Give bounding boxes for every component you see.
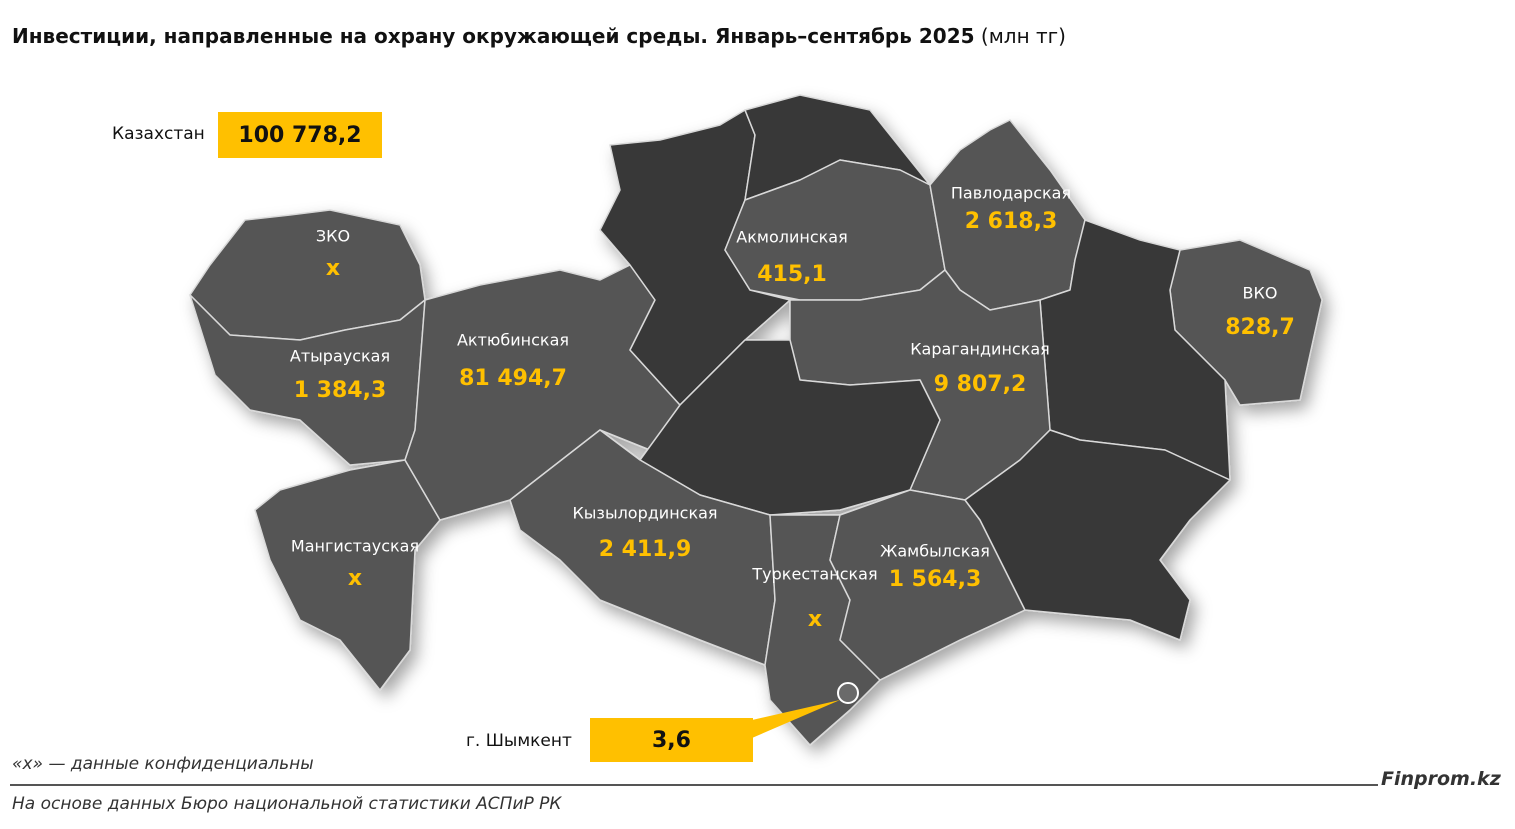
region-name: Мангистауская <box>291 537 419 556</box>
labels: ЗКО x Атырауская 1 384,3 Актюбинская 81 494,7… <box>290 184 1295 633</box>
region-mangistau <box>254 459 441 691</box>
source: На основе данных Бюро национальной стати… <box>12 794 562 814</box>
region-zko <box>189 209 426 341</box>
total-label: Казахстан <box>112 124 205 144</box>
pointer <box>752 700 840 738</box>
unit: (млн тг) <box>980 24 1066 48</box>
total-value: 100 778,2 <box>218 112 382 158</box>
title: Инвестиции, направленные на охрану окруж… <box>12 24 975 48</box>
note: «x» — данные конфиденциальны <box>12 754 314 774</box>
region-value: 81 494,7 <box>459 366 567 391</box>
shymkent-marker <box>837 682 859 704</box>
title-row: Инвестиции, направленные на охрану окруж… <box>12 24 1066 48</box>
region-name: Кызылординская <box>572 504 717 523</box>
region-name: Атырауская <box>290 347 390 366</box>
city-value: 3,6 <box>590 718 753 762</box>
region-value: x <box>808 607 822 632</box>
region-name: Актюбинская <box>457 331 569 350</box>
region-zhambyl <box>829 489 1026 681</box>
region-name: Павлодарская <box>951 184 1071 203</box>
region-name: ВКО <box>1243 284 1278 303</box>
region-name: ЗКО <box>316 227 350 246</box>
city-label: г. Шымкент <box>466 731 572 751</box>
region-value: x <box>348 566 362 591</box>
regions <box>189 94 1323 746</box>
region-value: 2 411,9 <box>599 537 692 562</box>
region-value: 1 384,3 <box>294 378 387 403</box>
region-almaty <box>964 429 1231 641</box>
region-value: 9 807,2 <box>934 372 1027 397</box>
region-value: x <box>326 256 340 281</box>
region-name: Жамбылская <box>880 542 990 561</box>
region-value: 2 618,3 <box>965 209 1058 234</box>
region-name: Туркестанская <box>751 565 877 584</box>
brand: Finprom.kz <box>1381 768 1501 790</box>
region-value: 828,7 <box>1225 315 1295 340</box>
region-name: Карагандинская <box>910 340 1050 359</box>
region-value: 415,1 <box>757 262 827 287</box>
region-name: Акмолинская <box>736 228 847 247</box>
region-value: 1 564,3 <box>889 567 982 592</box>
